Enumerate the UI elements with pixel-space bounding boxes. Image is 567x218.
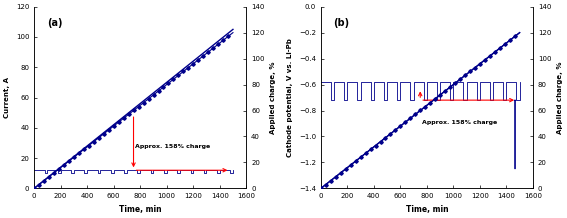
X-axis label: Time, min: Time, min [405,205,448,214]
Y-axis label: Applied charge, %: Applied charge, % [270,61,276,134]
Y-axis label: Applied charge, %: Applied charge, % [557,61,563,134]
Text: Approx. 158% charge: Approx. 158% charge [421,119,497,124]
Text: Approx. 158% charge: Approx. 158% charge [135,143,210,148]
X-axis label: Time, min: Time, min [119,205,162,214]
Y-axis label: Current, A: Current, A [4,77,10,118]
Text: (b): (b) [333,18,350,27]
Y-axis label: Cathode potential, V vs. Li-Pb: Cathode potential, V vs. Li-Pb [287,38,293,157]
Text: (a): (a) [47,18,62,27]
